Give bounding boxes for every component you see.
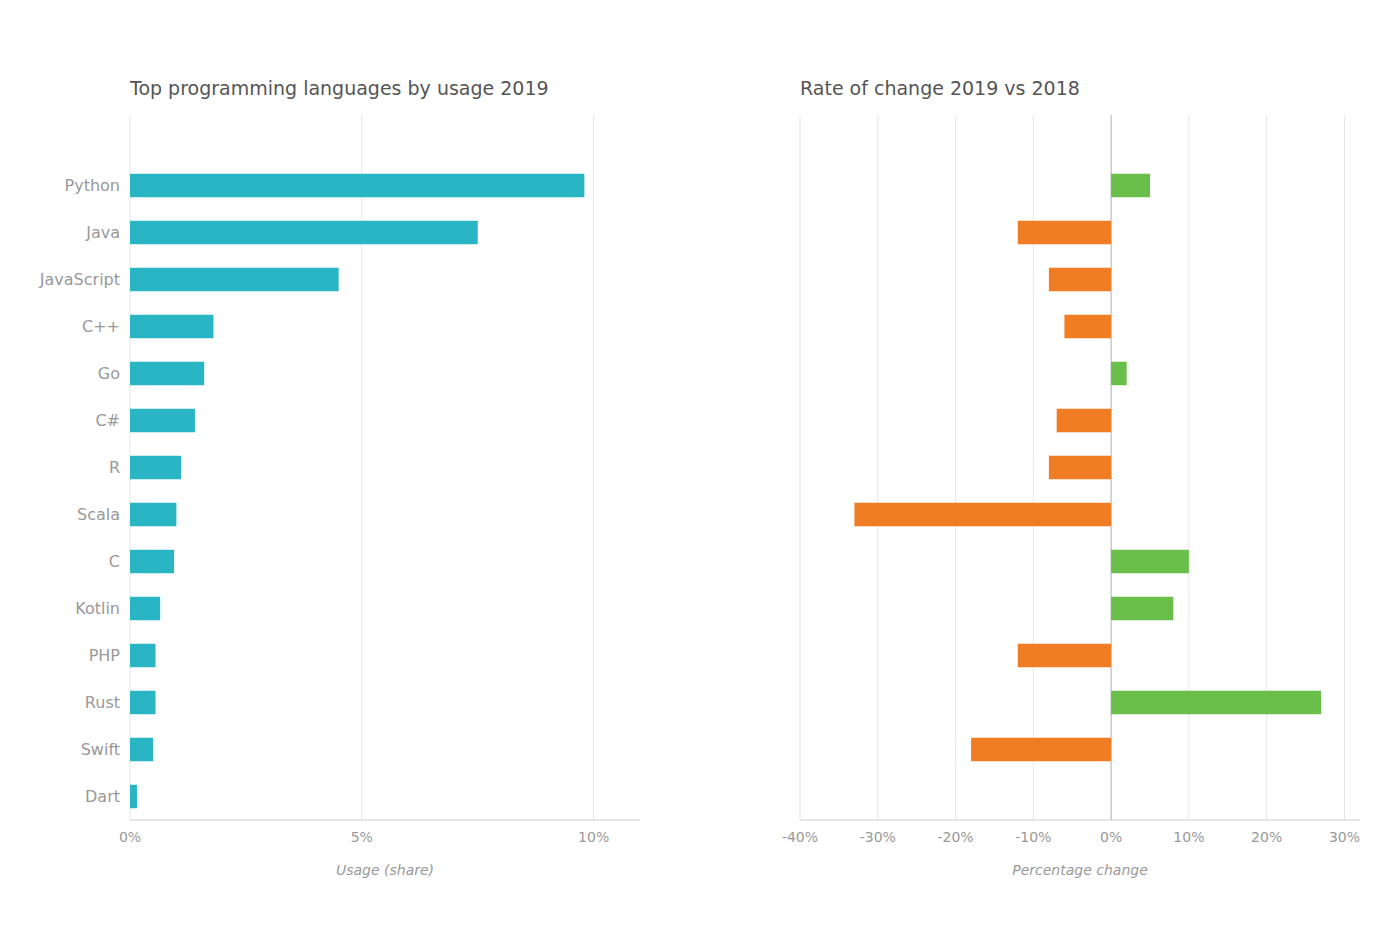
axis-label: Percentage change	[1012, 862, 1148, 878]
tick-label: 30%	[1329, 829, 1360, 845]
bar	[1111, 362, 1127, 386]
bar	[1018, 644, 1111, 668]
tick-label: 0%	[119, 829, 141, 845]
bars	[130, 174, 584, 809]
axis-line	[130, 820, 640, 821]
bar	[130, 409, 195, 433]
category-label: Python	[65, 176, 120, 195]
tick-label: 10%	[1173, 829, 1204, 845]
grid-line	[593, 115, 594, 820]
category-label: JavaScript	[39, 270, 120, 289]
bar	[130, 691, 156, 715]
bar	[130, 597, 160, 621]
bar	[971, 738, 1111, 762]
category-label: Rust	[85, 693, 120, 712]
category-label: Java	[85, 223, 120, 242]
bar	[1111, 174, 1150, 198]
title: Top programming languages by usage 2019	[129, 77, 549, 99]
category-label: Dart	[85, 787, 120, 806]
tick-label: 0%	[1100, 829, 1122, 845]
bar	[1111, 597, 1173, 621]
chart-panel: -40% -30% -20% -10% 0% 10% 20% 30% Rate of chang…	[782, 77, 1360, 878]
title: Rate of change 2019 vs 2018	[800, 77, 1080, 99]
tick-label: -10%	[1015, 829, 1051, 845]
grid-line	[877, 115, 878, 820]
category-label: C#	[95, 411, 120, 430]
grid-line	[1344, 115, 1345, 820]
bar	[1049, 268, 1111, 292]
category-label: C	[109, 552, 120, 571]
background	[0, 0, 1400, 950]
bar	[130, 362, 204, 386]
tick-label: -20%	[937, 829, 973, 845]
tick-label: -40%	[782, 829, 818, 845]
axis-line	[800, 820, 1360, 821]
bar	[1111, 785, 1112, 809]
bar	[130, 456, 181, 480]
bars	[854, 174, 1321, 762]
bar	[130, 738, 153, 762]
grid-line	[800, 115, 801, 820]
category-label: Swift	[81, 740, 120, 759]
category-label: R	[109, 458, 120, 477]
bar	[130, 174, 584, 198]
bar	[130, 503, 176, 527]
bar	[1049, 456, 1111, 480]
bar	[1064, 315, 1111, 339]
category-label: C++	[82, 317, 120, 336]
category-label: Scala	[77, 505, 120, 524]
category-label: Kotlin	[75, 599, 120, 618]
chart-panel: 0% 5% 10% Python Java JavaScript C++ Go C# R Scala…	[39, 77, 640, 878]
bar	[1018, 221, 1111, 245]
bar	[130, 644, 156, 668]
category-label: PHP	[89, 646, 121, 665]
tick-label: 10%	[578, 829, 609, 845]
bar	[1057, 409, 1111, 433]
bar	[130, 785, 137, 809]
bar	[854, 503, 1111, 527]
bar	[130, 221, 478, 245]
bar	[130, 268, 339, 292]
axis-label: Usage (share)	[336, 862, 434, 878]
bar	[130, 550, 174, 574]
tick-label: 20%	[1251, 829, 1282, 845]
bar	[1111, 550, 1189, 574]
tick-label: 5%	[351, 829, 373, 845]
category-label: Go	[98, 364, 120, 383]
bar	[1111, 691, 1321, 715]
grid-line	[955, 115, 956, 820]
figure: 0% 5% 10% Python Java JavaScript C++ Go C# R Scala…	[0, 0, 1400, 950]
tick-label: -30%	[860, 829, 896, 845]
bar	[130, 315, 213, 339]
